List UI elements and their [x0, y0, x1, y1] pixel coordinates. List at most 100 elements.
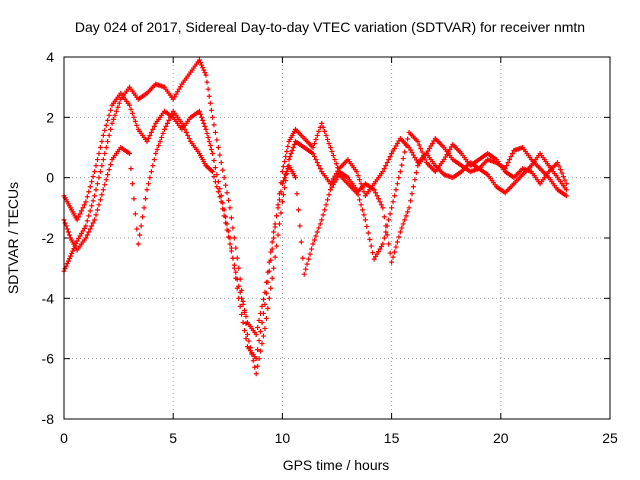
y-tick-label: -4	[42, 290, 55, 306]
data-point-fill	[295, 207, 301, 213]
x-tick-label: 0	[60, 430, 68, 446]
data-point-fill	[361, 212, 367, 218]
data-point	[227, 241, 233, 247]
data-point-fill	[322, 207, 328, 213]
data-point-fill	[89, 179, 95, 185]
y-tick-label: -8	[42, 411, 55, 427]
data-point	[310, 151, 316, 157]
data-point-fill	[313, 136, 319, 142]
data-point-fill	[129, 110, 135, 116]
data-point-fill	[108, 162, 114, 168]
data-point-fill	[381, 235, 387, 241]
data-point-fill	[204, 79, 210, 85]
data-point-fill	[275, 232, 281, 238]
data-point-fill	[167, 114, 173, 120]
data-point-fill	[390, 148, 396, 154]
data-point	[100, 157, 106, 163]
data-point-fill	[266, 259, 272, 265]
data-point-fill	[93, 163, 99, 169]
data-point-fill	[78, 230, 84, 236]
data-point	[74, 217, 80, 223]
data-point-fill	[217, 186, 223, 192]
data-point-fill	[377, 199, 383, 205]
data-point	[380, 169, 386, 175]
data-point-fill	[230, 225, 236, 231]
series-trace-c	[61, 108, 569, 338]
data-point-fill	[381, 166, 387, 172]
data-point-fill	[228, 248, 234, 254]
data-point	[286, 157, 292, 163]
data-point-fill	[278, 189, 284, 195]
data-point-fill	[373, 254, 379, 260]
data-point-fill	[164, 120, 170, 126]
data-point-fill	[335, 165, 341, 171]
y-axis-label: SDTVAR / TECUs	[5, 182, 21, 294]
y-tick-label: 4	[46, 49, 54, 65]
data-point-fill	[113, 108, 119, 114]
data-point-fill	[214, 172, 220, 178]
data-point-fill	[214, 184, 220, 190]
data-point-fill	[141, 205, 147, 211]
y-tick-label: 0	[46, 170, 54, 186]
data-point-fill	[226, 234, 232, 240]
data-point-fill	[97, 145, 103, 150]
data-point-fill	[314, 160, 320, 166]
data-point-fill	[255, 363, 261, 369]
data-point-fill	[103, 177, 109, 183]
tick-labels: 0 5 10 15 20 25 -8 -6 -4 -2 0 2 4	[42, 49, 618, 446]
data-point-fill	[208, 147, 214, 153]
data-point-fill	[69, 251, 75, 257]
data-point-fill	[303, 266, 309, 272]
data-point-fill	[431, 138, 437, 144]
data-point-fill	[131, 196, 137, 202]
data-point	[406, 145, 412, 150]
data-point-fill	[413, 170, 419, 176]
data-point-fill	[205, 86, 211, 92]
data-point-fill	[412, 155, 418, 161]
data-point-fill	[102, 182, 108, 188]
data-point-fill	[166, 117, 172, 123]
data-point-fill	[62, 266, 68, 272]
data-point	[83, 199, 89, 205]
data-point-fill	[383, 163, 389, 169]
data-point-fill	[269, 275, 275, 281]
data-point-fill	[138, 223, 144, 229]
x-tick-label: 10	[275, 430, 291, 446]
data-point-fill	[215, 189, 221, 195]
data-point-fill	[233, 245, 239, 251]
data-point-fill	[217, 152, 223, 158]
data-point-fill	[562, 177, 568, 183]
data-point-fill	[378, 244, 384, 250]
data-point-fill	[66, 232, 72, 238]
data-point	[109, 120, 115, 126]
data-point-fill	[330, 153, 336, 159]
data-point	[354, 169, 360, 175]
data-point-fill	[383, 229, 389, 235]
data-point-fill	[201, 120, 207, 126]
data-point-fill	[175, 89, 181, 95]
data-point-fill	[185, 132, 191, 138]
data-point	[415, 138, 421, 144]
x-axis-label: GPS time / hours	[283, 457, 390, 473]
data-point	[293, 175, 299, 181]
data-point-fill	[87, 184, 93, 190]
data-point-fill	[256, 338, 262, 344]
data-point-fill	[151, 157, 157, 163]
data-point-fill	[394, 239, 400, 245]
data-point-fill	[335, 174, 341, 180]
data-point-fill	[145, 181, 151, 187]
data-point-fill	[94, 207, 100, 213]
data-point-fill	[201, 67, 207, 73]
data-point-fill	[416, 142, 422, 148]
data-point-fill	[63, 223, 69, 229]
data-point-fill	[358, 202, 364, 208]
data-point-fill	[128, 166, 134, 172]
data-point-fill	[403, 213, 409, 219]
data-point	[236, 283, 242, 289]
data-point-fill	[332, 179, 338, 185]
data-point-fill	[112, 112, 118, 118]
data-point-fill	[322, 128, 328, 134]
data-point-fill	[150, 126, 156, 132]
data-point-fill	[78, 208, 84, 214]
data-point-fill	[134, 122, 140, 128]
